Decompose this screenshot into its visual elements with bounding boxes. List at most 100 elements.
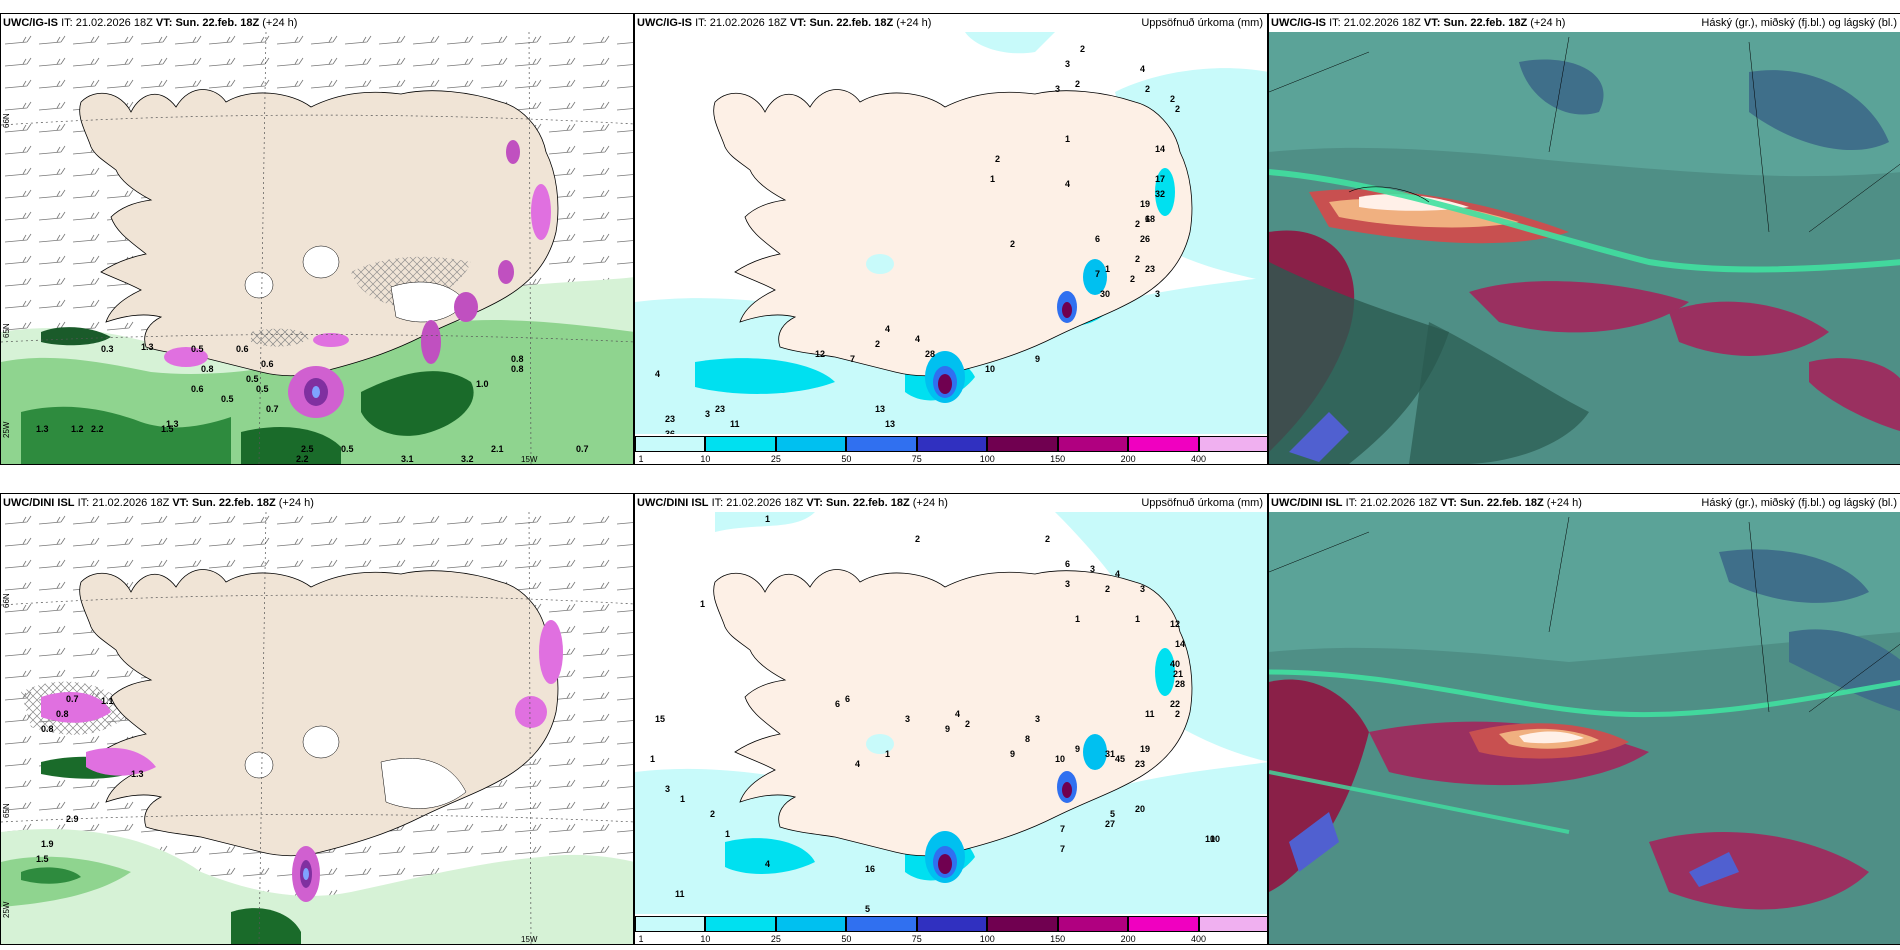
- value-label: 23: [715, 404, 725, 414]
- map-clouds: [1269, 32, 1900, 464]
- value-label: 18: [1145, 214, 1155, 224]
- value-label: 14: [1155, 144, 1165, 154]
- value-label: 1: [765, 514, 770, 524]
- value-label: 40: [1170, 659, 1180, 669]
- colorbar-tick-label: 150: [1050, 454, 1066, 464]
- value-label: 4: [765, 859, 770, 869]
- value-label: 20: [1135, 804, 1145, 814]
- value-label: 3: [1035, 714, 1040, 724]
- field-title: Uppsöfnuð úrkoma (mm): [1141, 494, 1263, 512]
- value-label: 19: [1140, 744, 1150, 754]
- value-label: 1: [1075, 614, 1080, 624]
- value-label: 27: [1105, 819, 1115, 829]
- value-label: 0.8: [41, 724, 54, 734]
- value-label: 1: [1135, 614, 1140, 624]
- colorbar-tick-label: 200: [1120, 934, 1136, 944]
- value-label: 6: [1065, 559, 1070, 569]
- lon-label: 25W: [2, 421, 11, 438]
- value-label: 7: [1095, 269, 1100, 279]
- value-label: 2: [965, 719, 970, 729]
- value-label: 0.8: [511, 354, 524, 364]
- value-label: 28: [1175, 679, 1185, 689]
- value-label: 1.1: [101, 696, 114, 706]
- colorbar: 1 10 25 50 75 100 150 200 400: [635, 914, 1267, 944]
- value-label: 0.3: [101, 344, 114, 354]
- lat-label: 65N: [2, 803, 11, 818]
- value-label: 0.6: [191, 384, 204, 394]
- precip-values: 233 2422212114173219184221262672630233244…: [655, 44, 1180, 434]
- field-title: Háský (gr.), miðský (fj.bl.) og lágský (…: [1701, 14, 1897, 32]
- colorbar-swatch: [1057, 436, 1129, 452]
- colorbar-tick-label: 150: [1050, 934, 1066, 944]
- value-label: 3.2: [461, 454, 474, 464]
- value-label: 7: [850, 354, 855, 364]
- value-label: 2: [1130, 274, 1135, 284]
- value-label: 1.2: [71, 424, 84, 434]
- colorbar-tick-label: 25: [770, 454, 781, 464]
- value-label: 2: [875, 339, 880, 349]
- value-label: 6: [1095, 234, 1100, 244]
- value-label: 7: [1060, 824, 1065, 834]
- colorbar-swatch: [916, 916, 988, 932]
- value-label: 4: [1065, 179, 1070, 189]
- value-label: 4: [915, 334, 920, 344]
- panel-dini-clouds: UWC/DINI ISL IT: 21.02.2026 18Z VT: Sun.…: [1268, 493, 1900, 945]
- value-label: 32: [1155, 189, 1165, 199]
- panel-dini-accumulated-precip: UWC/DINI ISL IT: 21.02.2026 18Z VT: Sun.…: [634, 493, 1268, 945]
- value-label: 7: [1060, 844, 1065, 854]
- value-label: 2: [1145, 84, 1150, 94]
- value-label: 9: [1035, 354, 1040, 364]
- lon-label: 15W: [521, 455, 538, 464]
- value-label: 36: [665, 429, 675, 434]
- value-label: 2: [1170, 94, 1175, 104]
- value-label: 2.9: [66, 814, 79, 824]
- colorbar-tick-label: 100: [979, 934, 995, 944]
- value-label: 3: [705, 409, 710, 419]
- value-label: 2: [1175, 104, 1180, 114]
- value-label: 1: [700, 599, 705, 609]
- value-label: 13: [885, 419, 895, 429]
- colorbar-tick-label: 25: [770, 934, 781, 944]
- colorbar-swatch: [1198, 916, 1267, 932]
- value-label: 0.6: [236, 344, 249, 354]
- colorbar-tick-label: 10: [700, 454, 711, 464]
- colorbar-swatch: [846, 916, 917, 932]
- colorbar-swatch: [705, 436, 776, 452]
- value-label: 4: [885, 324, 890, 334]
- panel-ig-wind-precip: UWC/IG-IS IT: 21.02.2026 18Z VT: Sun. 22…: [0, 13, 634, 465]
- lon-label: 25W: [2, 901, 11, 918]
- panel-ig-accumulated-precip: UWC/IG-IS IT: 21.02.2026 18Z VT: Sun. 22…: [634, 13, 1268, 465]
- value-label: 5: [1110, 809, 1115, 819]
- value-label: 14: [1175, 639, 1185, 649]
- value-label: 1.3: [166, 419, 179, 429]
- value-label: 0.5: [341, 444, 354, 454]
- value-label: 5: [865, 904, 870, 914]
- value-label: 10: [1055, 754, 1065, 764]
- colorbar-tick-label: 400: [1191, 454, 1207, 464]
- value-label: 31: [1105, 749, 1115, 759]
- value-label: 1.3: [36, 424, 49, 434]
- value-label: 28: [925, 349, 935, 359]
- value-label: 13: [875, 404, 885, 414]
- value-label: 2: [1010, 239, 1015, 249]
- value-label: 10: [985, 364, 995, 374]
- value-label: 2: [1075, 79, 1080, 89]
- value-label: 1: [725, 829, 730, 839]
- panel-title: UWC/IG-IS IT: 21.02.2026 18Z VT: Sun. 22…: [635, 14, 1267, 32]
- value-label: 1.3: [141, 342, 154, 352]
- colorbar-tick-label: 10: [700, 934, 711, 944]
- value-label: 23: [665, 414, 675, 424]
- value-label: 2.2: [91, 424, 104, 434]
- value-label: 3: [1055, 84, 1060, 94]
- colorbar-swatch: [1057, 916, 1129, 932]
- value-label: 12: [815, 349, 825, 359]
- value-label: 9: [945, 724, 950, 734]
- field-title: Uppsöfnuð úrkoma (mm): [1141, 14, 1263, 32]
- value-label: 19: [1140, 199, 1150, 209]
- value-label: 30: [1100, 289, 1110, 299]
- colorbar-swatch: [775, 436, 847, 452]
- lat-label: 66N: [2, 593, 11, 608]
- value-label: 2: [1105, 584, 1110, 594]
- map-wind-barbs: 66N 65N 25W 15W 0.3 1.3 0.50.80.50.60.6 0.5…: [1, 32, 633, 464]
